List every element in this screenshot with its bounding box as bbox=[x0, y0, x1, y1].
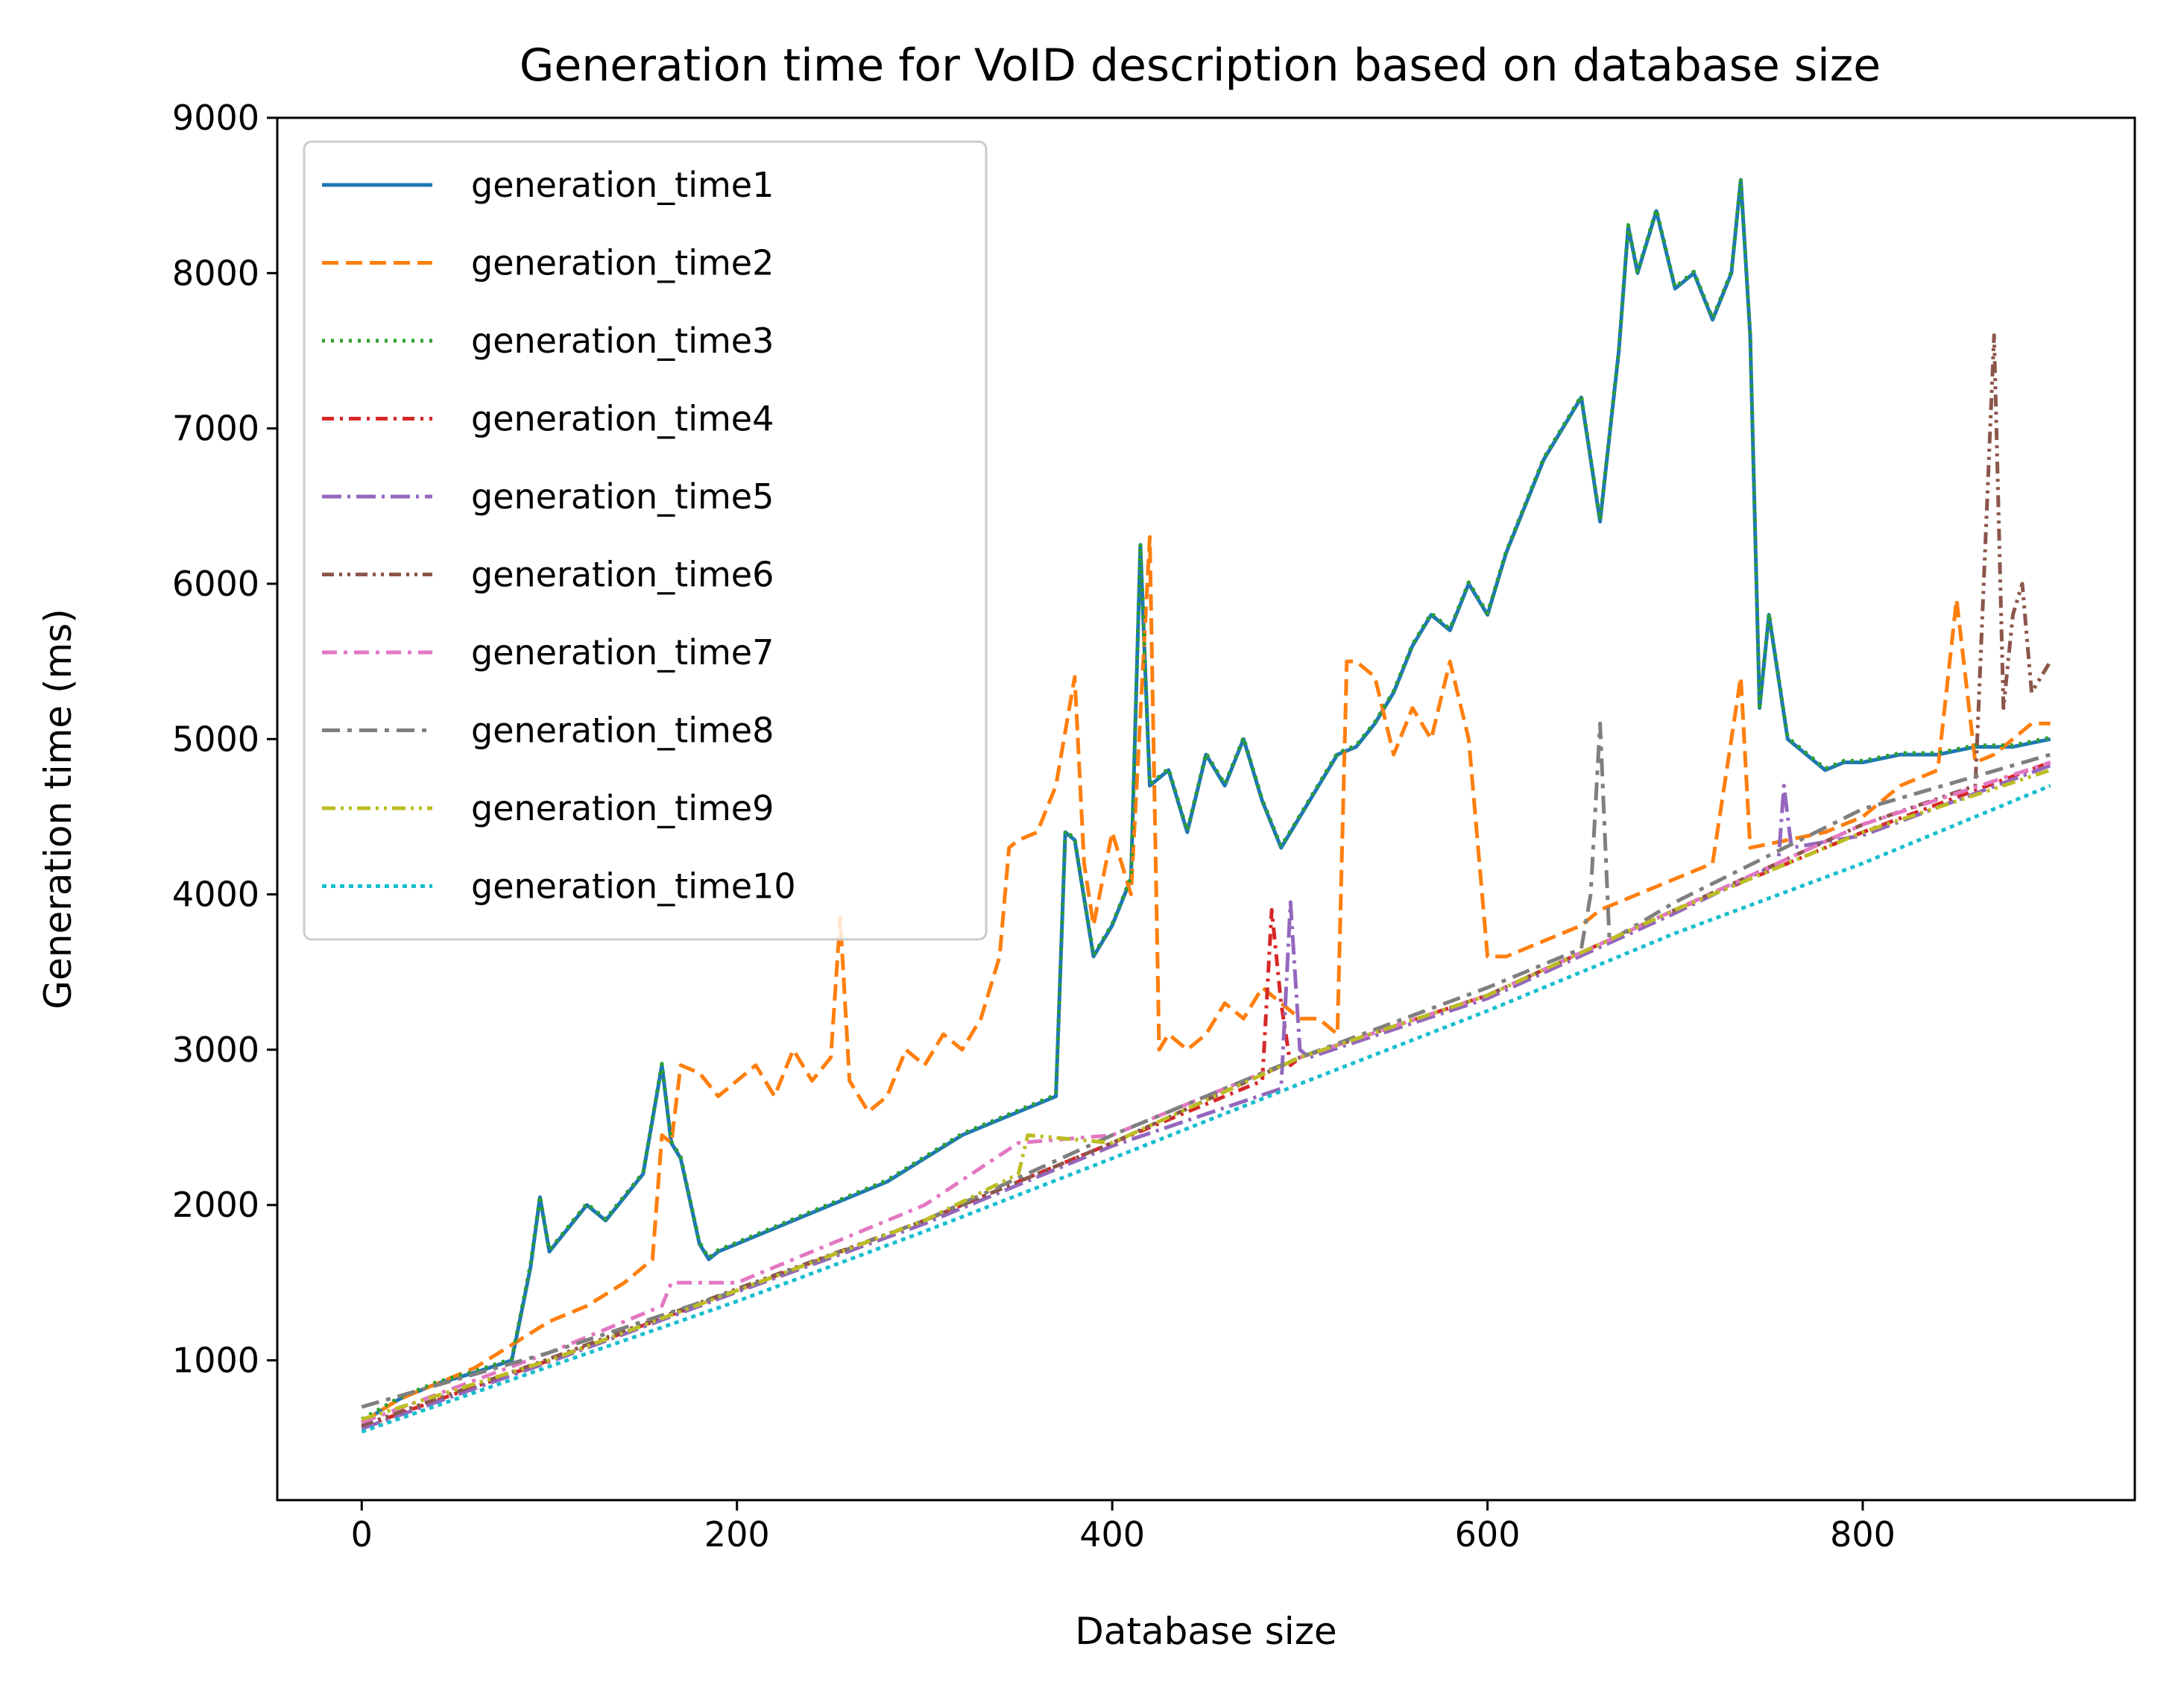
y-axis-title: Generation time (ms) bbox=[37, 608, 80, 1009]
legend: generation_time1 generation_time2 generati… bbox=[303, 140, 988, 941]
x-tick-label: 800 bbox=[1830, 1514, 1896, 1555]
legend-label-10: generation_time10 bbox=[471, 866, 796, 907]
y-axis: 1000 2000 3000 4000 5000 6000 7000 8000 9000 bbox=[172, 98, 277, 1381]
legend-box bbox=[303, 140, 988, 941]
series-line-7 bbox=[361, 760, 2051, 1425]
plot-frame bbox=[276, 116, 2136, 1502]
series-line-9 bbox=[361, 768, 2051, 1422]
x-tick-label: 400 bbox=[1079, 1514, 1145, 1555]
legend-label-8: generation_time8 bbox=[471, 711, 774, 751]
y-tick-label: 9000 bbox=[172, 98, 259, 138]
legend-label-4: generation_time4 bbox=[471, 399, 774, 439]
y-tick-label: 3000 bbox=[172, 1030, 259, 1070]
y-tick-label: 2000 bbox=[172, 1185, 259, 1225]
legend-label-1: generation_time1 bbox=[471, 165, 774, 205]
plot-area bbox=[360, 176, 2052, 1434]
x-tick-label: 200 bbox=[704, 1514, 770, 1555]
x-tick-label: 0 bbox=[351, 1514, 373, 1555]
legend-label-9: generation_time9 bbox=[471, 788, 774, 828]
y-tick-label: 4000 bbox=[172, 875, 259, 915]
legend-label-6: generation_time6 bbox=[471, 555, 774, 595]
series-line-10 bbox=[361, 784, 2051, 1434]
legend-label-3: generation_time3 bbox=[471, 321, 774, 361]
legend-label-2: generation_time2 bbox=[471, 243, 774, 283]
series-line-3 bbox=[361, 176, 2051, 1421]
y-tick-label: 5000 bbox=[172, 719, 259, 759]
y-tick-label: 8000 bbox=[172, 253, 259, 293]
legend-label-5: generation_time5 bbox=[471, 476, 774, 517]
y-tick-label: 7000 bbox=[172, 409, 259, 449]
series-line-6 bbox=[361, 333, 2052, 1428]
chart-title: Generation time for VoID description bas… bbox=[520, 40, 1881, 92]
y-tick-label: 6000 bbox=[172, 564, 259, 604]
x-axis: 0 200 400 600 800 bbox=[351, 1500, 1896, 1555]
series-line-5 bbox=[361, 763, 2051, 1431]
legend-label-7: generation_time7 bbox=[471, 632, 774, 673]
x-axis-title: Database size bbox=[1075, 1610, 1336, 1653]
x-tick-label: 600 bbox=[1455, 1514, 1521, 1555]
y-tick-label: 1000 bbox=[172, 1341, 259, 1381]
